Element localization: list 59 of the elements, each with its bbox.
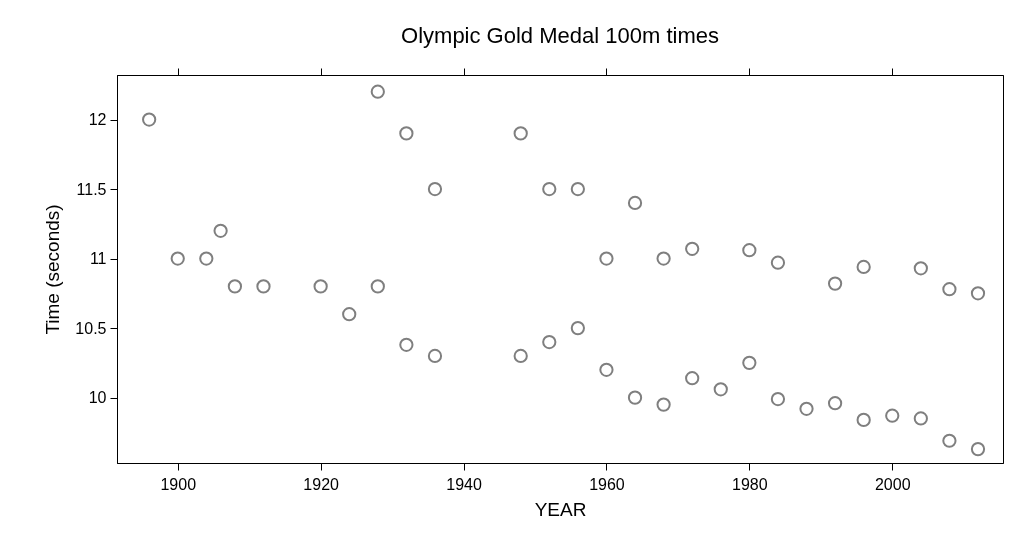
point: [213, 223, 228, 238]
x-axis-title: YEAR: [534, 498, 587, 520]
point: [942, 282, 957, 297]
point: [685, 371, 700, 386]
point: [142, 112, 157, 127]
point: [513, 348, 528, 364]
point: [656, 251, 671, 266]
point: [656, 397, 671, 412]
x-tick-label: 1940: [446, 475, 482, 493]
y-tick-label: 12: [88, 111, 107, 128]
x-tick-label: 1920: [303, 475, 340, 493]
point: [970, 286, 986, 301]
point: [970, 441, 986, 457]
point: [170, 251, 185, 266]
point: [827, 396, 843, 411]
point: [856, 412, 871, 427]
point: [770, 255, 786, 270]
y-tick-label: 11: [89, 250, 107, 268]
chart-title: Olympic Gold Medal 100m times: [401, 22, 719, 48]
point: [885, 408, 900, 423]
point: [199, 251, 214, 266]
point: [342, 307, 357, 322]
point: [399, 126, 414, 141]
point: [313, 279, 328, 294]
y-tick-label: 10: [88, 389, 107, 407]
point: [399, 337, 414, 352]
point: [427, 348, 443, 364]
point: [370, 84, 385, 99]
point: [713, 382, 728, 397]
point: [570, 181, 585, 197]
x-tick-label: 1900: [160, 475, 197, 493]
x-tick-label: 1960: [589, 475, 625, 493]
y-axis-title: Time (seconds): [42, 204, 64, 335]
point: [570, 320, 585, 336]
point: [256, 279, 271, 294]
point: [599, 362, 614, 377]
point: [856, 259, 871, 275]
point: [913, 261, 928, 276]
point: [742, 355, 757, 370]
point: [599, 251, 614, 266]
point: [542, 181, 557, 197]
x-tick-label: 2000: [874, 475, 911, 493]
point: [427, 181, 443, 197]
point: [627, 390, 643, 405]
y-tick-label: 11.5: [76, 180, 107, 198]
point: [913, 411, 928, 426]
point: [942, 433, 957, 448]
x-tick-label: 1980: [732, 475, 768, 493]
point: [627, 195, 643, 211]
point: [827, 276, 843, 291]
point: [542, 334, 557, 350]
point: [513, 126, 528, 141]
point: [370, 279, 385, 294]
point: [770, 391, 786, 407]
point: [799, 401, 814, 416]
point: [685, 241, 700, 256]
y-tick-label: 10.5: [75, 319, 107, 337]
point: [742, 243, 757, 258]
point: [227, 279, 243, 294]
